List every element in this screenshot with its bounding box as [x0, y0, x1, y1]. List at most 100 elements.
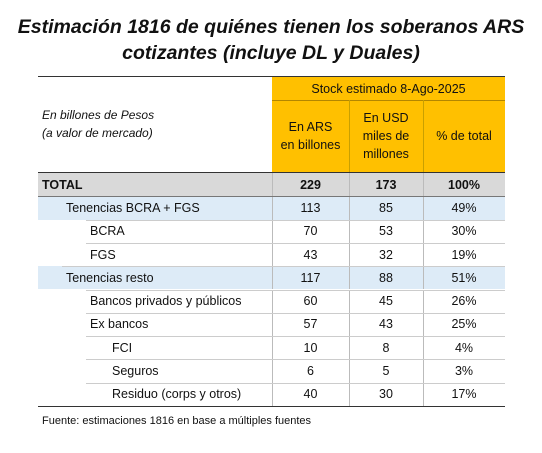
- row-label: TOTAL: [42, 177, 83, 192]
- cell: 100%: [448, 177, 480, 192]
- title-line: cotizantes (incluye DL y Duales): [122, 42, 420, 64]
- column-header: En USD miles de millones: [349, 100, 423, 172]
- col-divider: [272, 336, 273, 360]
- header-bg: [272, 77, 505, 172]
- col-divider: [349, 100, 350, 172]
- row-rule: [86, 242, 505, 244]
- column-header: % de total: [423, 100, 505, 172]
- cell: 10: [303, 340, 318, 355]
- col-divider: [423, 266, 424, 290]
- row-label: FGS: [90, 247, 116, 262]
- column-header-line: miles de: [362, 129, 410, 143]
- row-bg: [38, 196, 505, 220]
- col-divider: [423, 382, 424, 406]
- rule: [38, 196, 505, 198]
- col-divider: [272, 219, 273, 243]
- col-divider: [349, 196, 350, 220]
- col-divider: [272, 312, 273, 337]
- col-divider: [349, 382, 350, 406]
- cell: 53: [379, 224, 393, 239]
- col-divider: [349, 266, 350, 290]
- cell: 57: [303, 317, 318, 332]
- col-divider: [423, 312, 424, 337]
- col-divider: [272, 266, 273, 290]
- col-divider: [423, 359, 424, 383]
- col-divider: [272, 289, 273, 313]
- col-divider: [423, 242, 424, 267]
- rule: [38, 406, 505, 407]
- col-divider: [349, 312, 350, 337]
- footnote: Fuente: estimaciones 1816 en base a múlt…: [42, 415, 312, 427]
- row-rule: [62, 266, 505, 268]
- col-divider: [272, 196, 273, 220]
- header-group: Stock estimado 8-Ago-2025: [311, 82, 466, 96]
- col-divider: [423, 173, 424, 197]
- col-divider: [423, 289, 424, 313]
- row-rule: [86, 289, 505, 291]
- col-divider: [423, 336, 424, 360]
- row-label: Residuo (corps y otros): [112, 387, 242, 402]
- cell: 45: [379, 294, 393, 309]
- row-label: Ex bancos: [90, 317, 149, 332]
- row-rule: [86, 312, 505, 314]
- cell: 43: [303, 247, 318, 262]
- column-header-line: En USD: [363, 111, 409, 125]
- cell: 43: [379, 317, 393, 332]
- col-divider: [349, 289, 350, 313]
- column-header-line: en billones: [280, 138, 341, 152]
- cell: 30: [379, 387, 393, 402]
- row-bg: [38, 266, 505, 290]
- cell: 19%: [451, 247, 477, 262]
- cell: 49%: [451, 200, 477, 215]
- unit-note: (a valor de mercado): [42, 126, 153, 140]
- col-divider: [423, 100, 424, 172]
- cell: 17%: [451, 387, 477, 402]
- cell: 229: [300, 177, 321, 192]
- column-header-line: % de total: [436, 129, 492, 143]
- row-label: Bancos privados y públicos: [90, 294, 242, 309]
- row-bg: [38, 173, 505, 197]
- cell: 4%: [454, 340, 474, 355]
- cell: 85: [379, 200, 393, 215]
- cell: 88: [379, 270, 393, 285]
- col-divider: [349, 359, 350, 383]
- cell: 60: [303, 294, 318, 309]
- col-divider: [423, 219, 424, 243]
- row-rule: [86, 359, 505, 361]
- cell: 32: [379, 247, 393, 262]
- col-divider: [272, 359, 273, 383]
- cell: 117: [300, 270, 321, 285]
- col-divider: [272, 242, 273, 267]
- row-rule: [86, 219, 505, 221]
- row-rule: [86, 382, 505, 384]
- rule: [38, 76, 505, 77]
- cell: 8: [382, 340, 390, 355]
- cell: 40: [303, 387, 318, 402]
- cell: 3%: [454, 364, 474, 379]
- rule: [272, 100, 505, 101]
- column-header: En ARS en billones: [272, 100, 349, 172]
- cell: 51%: [451, 270, 477, 285]
- rule: [38, 172, 505, 174]
- column-header-line: millones: [363, 147, 409, 161]
- row-label: FCI: [112, 340, 133, 355]
- cell: 25%: [451, 317, 477, 332]
- unit-note: En billones de Pesos: [42, 108, 155, 122]
- col-divider: [349, 336, 350, 360]
- title-line: Estimación 1816 de quiénes tienen los so…: [17, 16, 525, 38]
- row-label: Tenencias resto: [66, 270, 154, 285]
- cell: 113: [300, 200, 321, 215]
- row-rule: [86, 336, 505, 338]
- column-header-line: En ARS: [288, 120, 333, 134]
- col-divider: [423, 196, 424, 220]
- col-divider: [349, 219, 350, 243]
- col-divider: [272, 382, 273, 406]
- cell: 70: [303, 224, 318, 239]
- cell: 5: [382, 364, 390, 379]
- row-label: Seguros: [112, 364, 159, 379]
- col-divider: [349, 173, 350, 197]
- col-divider: [272, 173, 273, 197]
- row-label: BCRA: [90, 224, 125, 239]
- col-divider: [349, 242, 350, 267]
